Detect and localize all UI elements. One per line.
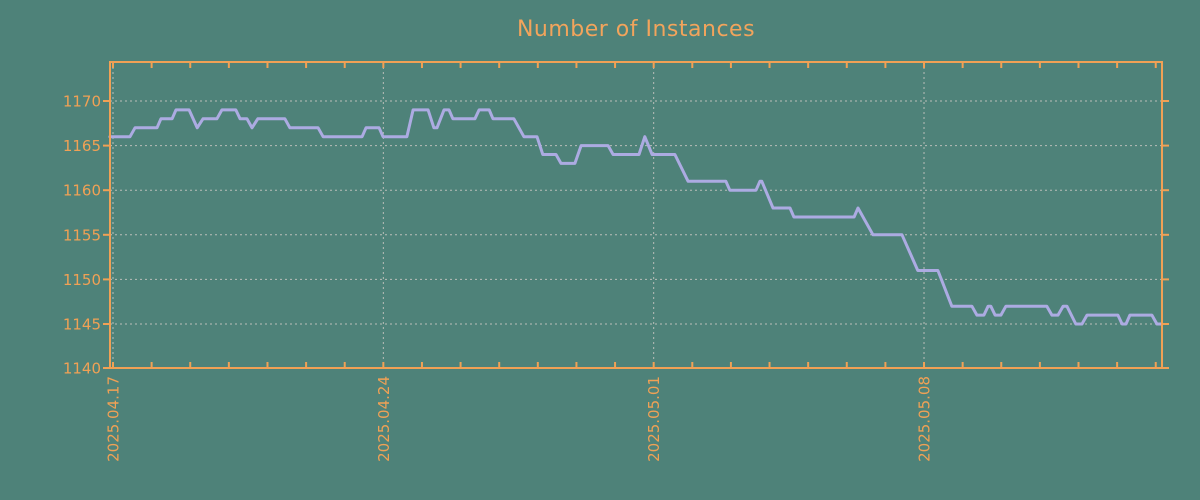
x-tick-label: 2025.05.01 (645, 376, 663, 462)
series-line (108, 108, 1164, 326)
x-tick-label: 2025.04.17 (105, 376, 123, 462)
x-tick-label: 2025.04.24 (375, 376, 393, 462)
y-tick-label: 1160 (63, 182, 101, 200)
y-tick-label: 1170 (63, 93, 101, 111)
chart-title: Number of Instances (516, 17, 756, 42)
y-tick-label: 1155 (63, 226, 101, 244)
y-tick-label: 1150 (63, 271, 101, 289)
x-tick-label: 2025.05.08 (916, 376, 934, 462)
axis-frame (109, 61, 1163, 369)
y-tick-label: 1140 (63, 360, 101, 378)
y-tick-label: 1145 (63, 316, 101, 334)
y-tick-label: 1165 (63, 137, 101, 155)
